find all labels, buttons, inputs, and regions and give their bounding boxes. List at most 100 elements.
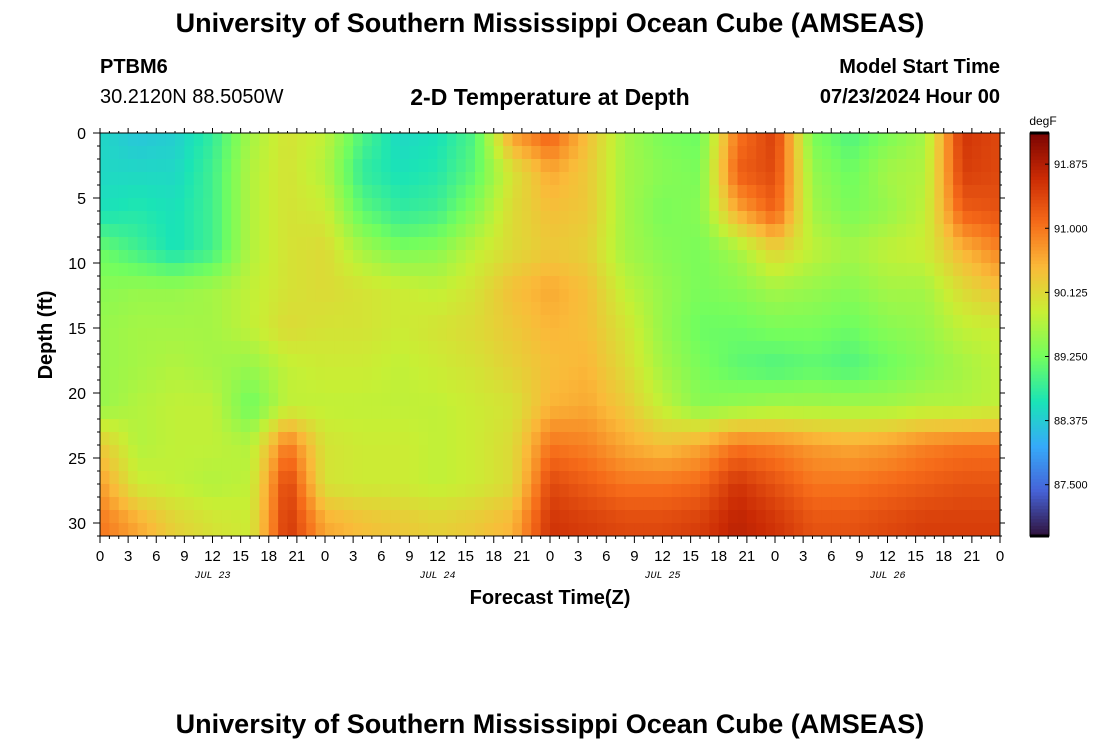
heatmap-cell	[756, 445, 767, 459]
heatmap-cell	[156, 237, 167, 251]
heatmap-cell	[821, 185, 832, 199]
heatmap-cell	[878, 419, 889, 433]
heatmap-cell	[868, 380, 879, 394]
heatmap-cell	[681, 198, 692, 212]
heatmap-cell	[737, 380, 748, 394]
heatmap-cell	[868, 393, 879, 407]
heatmap-cell	[803, 146, 814, 160]
heatmap-cell	[259, 185, 270, 199]
heatmap-cell	[390, 172, 401, 186]
heatmap-cell	[859, 523, 870, 536]
heatmap-cell	[859, 198, 870, 212]
heatmap-cell	[250, 211, 260, 225]
heatmap-cell	[850, 289, 860, 303]
heatmap-cell	[100, 185, 110, 199]
heatmap-cell	[503, 328, 514, 342]
heatmap-cell	[353, 393, 364, 407]
heatmap-cell	[606, 159, 617, 173]
heatmap-cell	[850, 133, 860, 147]
heatmap-cell	[868, 341, 879, 355]
heatmap-cell	[456, 159, 467, 173]
heatmap-cell	[803, 393, 814, 407]
heatmap-cell	[128, 237, 139, 251]
colorbar-swatch	[1030, 176, 1049, 181]
heatmap-cell	[296, 341, 307, 355]
heatmap-cell	[428, 302, 439, 316]
heatmap-cell	[296, 237, 307, 251]
colorbar-swatch	[1030, 462, 1049, 467]
heatmap-cell	[737, 354, 748, 368]
heatmap-cell	[221, 367, 232, 381]
heatmap-cell	[296, 523, 307, 536]
heatmap-cell	[484, 302, 495, 316]
heatmap-cell	[362, 328, 373, 342]
heatmap-cell	[925, 211, 935, 225]
heatmap-cell	[850, 432, 860, 446]
heatmap-cell	[812, 367, 823, 381]
heatmap-cell	[212, 224, 223, 238]
heatmap-cell	[643, 419, 654, 433]
heatmap-cell	[109, 445, 120, 459]
heatmap-cell	[821, 484, 832, 498]
heatmap-cell	[465, 263, 476, 277]
heatmap-cell	[728, 289, 739, 303]
heatmap-cell	[550, 419, 560, 433]
heatmap-cell	[700, 185, 710, 199]
heatmap-cell	[409, 484, 420, 498]
heatmap-cell	[212, 263, 223, 277]
heatmap-cell	[221, 133, 232, 147]
heatmap-cell	[737, 224, 748, 238]
heatmap-cell	[840, 471, 851, 485]
heatmap-cell	[775, 289, 785, 303]
heatmap-cell	[193, 523, 204, 536]
heatmap-cell	[353, 185, 364, 199]
heatmap-cell	[981, 289, 992, 303]
heatmap-cell	[718, 341, 729, 355]
heatmap-cell	[446, 237, 457, 251]
heatmap-cell	[550, 445, 560, 459]
heatmap-cell	[109, 328, 120, 342]
heatmap-cell	[156, 445, 167, 459]
heatmap-cell	[690, 315, 701, 329]
heatmap-cell	[165, 458, 176, 472]
heatmap-cell	[184, 484, 195, 498]
heatmap-cell	[212, 380, 223, 394]
heatmap-cell	[493, 133, 504, 147]
heatmap-cell	[231, 419, 242, 433]
heatmap-cell	[428, 380, 439, 394]
heatmap-cell	[934, 458, 945, 472]
heatmap-cell	[175, 133, 185, 147]
heatmap-cell	[109, 497, 120, 511]
heatmap-cell	[943, 458, 954, 472]
heatmap-cell	[859, 406, 870, 420]
heatmap-cell	[212, 471, 223, 485]
heatmap-cell	[306, 341, 317, 355]
heatmap-cell	[540, 406, 551, 420]
heatmap-cell	[193, 315, 204, 329]
colorbar-swatch	[1030, 193, 1049, 198]
heatmap-cell	[868, 406, 879, 420]
heatmap-cell	[831, 315, 842, 329]
colorbar-swatch	[1030, 431, 1049, 436]
heatmap-cell	[662, 224, 673, 238]
heatmap-cell	[540, 172, 551, 186]
heatmap-cell	[606, 224, 617, 238]
heatmap-cell	[465, 341, 476, 355]
heatmap-cell	[925, 237, 935, 251]
heatmap-cell	[521, 263, 532, 277]
heatmap-cell	[925, 419, 935, 433]
heatmap-cell	[615, 523, 626, 536]
heatmap-cell	[203, 237, 214, 251]
heatmap-cell	[868, 133, 879, 147]
heatmap-cell	[784, 237, 795, 251]
heatmap-cell	[118, 367, 129, 381]
heatmap-cell	[962, 471, 973, 485]
heatmap-cell	[446, 354, 457, 368]
heatmap-cell	[475, 289, 485, 303]
heatmap-cell	[896, 354, 907, 368]
heatmap-cell	[362, 263, 373, 277]
heatmap-cell	[231, 406, 242, 420]
heatmap-cell	[943, 172, 954, 186]
heatmap-cell	[109, 276, 120, 290]
heatmap-cell	[250, 250, 260, 264]
